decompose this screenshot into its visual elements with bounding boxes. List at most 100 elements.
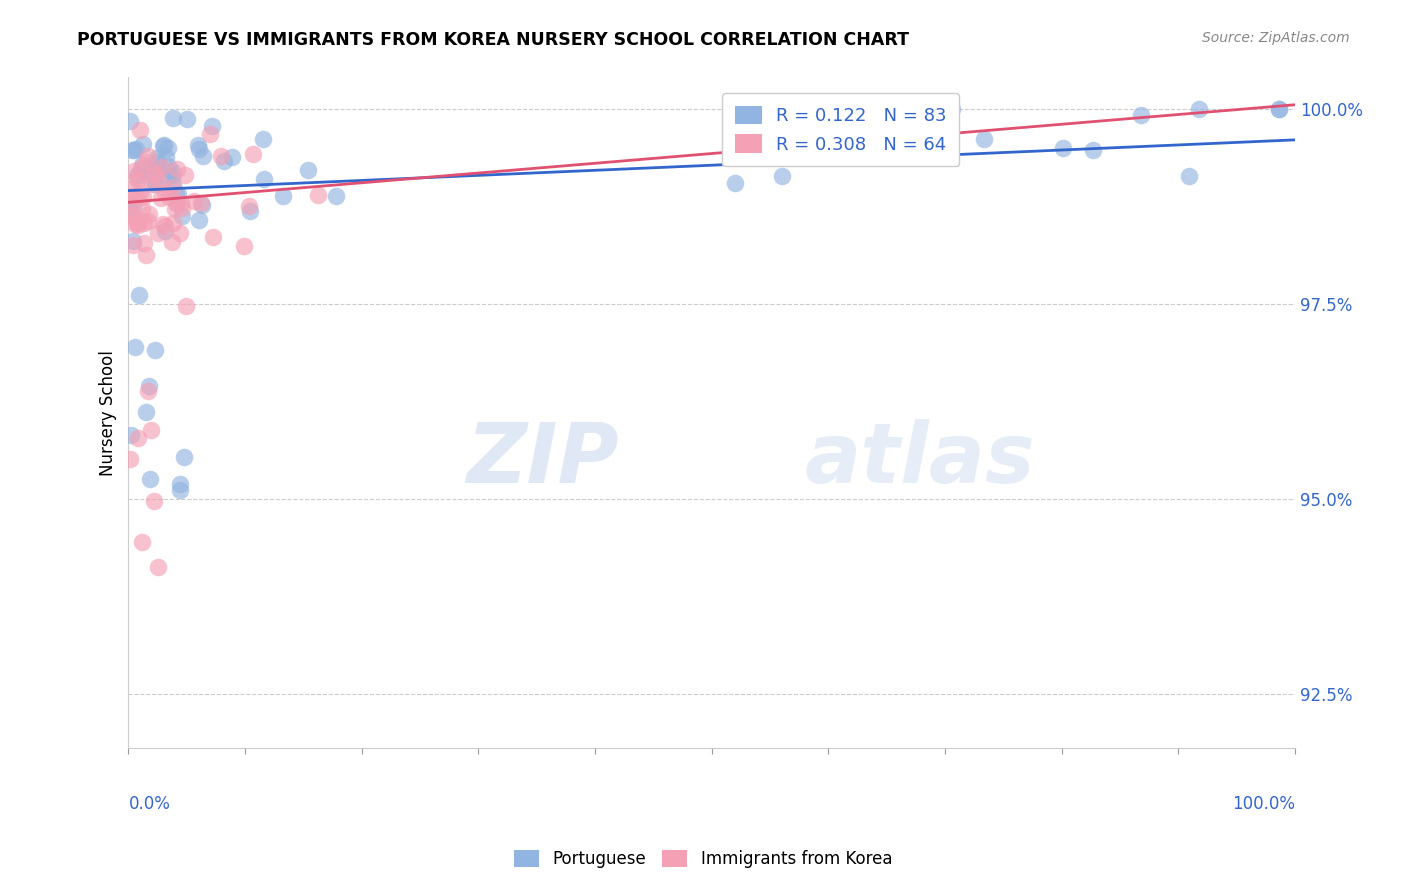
Point [142,164,165,178]
Point [129,186,152,200]
Point [134,248,156,262]
Point [124,218,146,232]
Point [146,155,169,169]
Point [156,159,179,173]
Point [1187,102,1209,116]
Point [127,214,149,228]
Point [129,161,152,176]
Point [143,165,166,179]
Point [252,171,274,186]
Legend: R = 0.122   N = 83, R = 0.308   N = 64: R = 0.122 N = 83, R = 0.308 N = 64 [723,93,959,166]
Point [149,191,172,205]
Point [176,112,198,127]
Text: Source: ZipAtlas.com: Source: ZipAtlas.com [1202,31,1350,45]
Point [138,379,160,393]
Point [1130,108,1153,122]
Point [166,161,188,176]
Point [152,217,174,231]
Point [1052,141,1074,155]
Point [152,161,174,175]
Point [118,452,141,467]
Point [131,190,153,204]
Point [157,189,180,203]
Point [169,483,191,497]
Point [173,450,195,465]
Point [770,169,793,184]
Point [136,214,159,228]
Point [135,154,157,169]
Point [135,404,157,418]
Point [156,169,179,184]
Point [915,111,938,125]
Point [1177,169,1199,183]
Point [162,177,184,191]
Legend: Portuguese, Immigrants from Korea: Portuguese, Immigrants from Korea [508,843,898,875]
Point [132,136,155,151]
Point [122,209,145,223]
Point [145,166,167,180]
Point [325,189,347,203]
Point [271,188,294,202]
Point [212,154,235,169]
Point [190,196,212,211]
Point [239,203,262,218]
Point [201,120,224,134]
Point [756,102,779,116]
Point [769,120,792,134]
Point [169,227,191,241]
Point [162,111,184,125]
Point [128,287,150,301]
Point [886,102,908,116]
Point [162,179,184,194]
Point [232,239,254,253]
Point [120,195,142,210]
Point [143,177,166,191]
Point [118,114,141,128]
Point [121,143,143,157]
Point [187,138,209,153]
Point [201,230,224,244]
Point [129,122,152,136]
Point [145,175,167,189]
Point [198,127,221,141]
Point [127,172,149,186]
Point [132,216,155,230]
Point [146,151,169,165]
Point [297,163,319,178]
Point [160,164,183,178]
Point [780,123,803,137]
Point [118,202,141,217]
Point [170,209,193,223]
Point [148,560,170,574]
Point [166,195,188,210]
Point [163,202,186,216]
Point [149,176,172,190]
Point [1268,102,1291,116]
Point [190,198,212,212]
Point [128,169,150,183]
Point [170,201,193,215]
Point [138,207,160,221]
Point [170,195,193,210]
Point [120,188,142,202]
Point [169,476,191,491]
Point [242,147,264,161]
Point [307,188,329,202]
Point [122,164,145,178]
Point [127,431,149,445]
Point [146,163,169,178]
Point [941,102,963,116]
Point [124,340,146,354]
Point [134,235,156,250]
Point [738,112,761,127]
Point [873,120,896,135]
Point [142,167,165,181]
Y-axis label: Nursery School: Nursery School [100,350,117,476]
Point [973,132,995,146]
Text: atlas: atlas [806,419,1036,500]
Point [125,168,148,182]
Point [125,172,148,186]
Point [183,194,205,209]
Point [188,142,211,156]
Point [723,176,745,190]
